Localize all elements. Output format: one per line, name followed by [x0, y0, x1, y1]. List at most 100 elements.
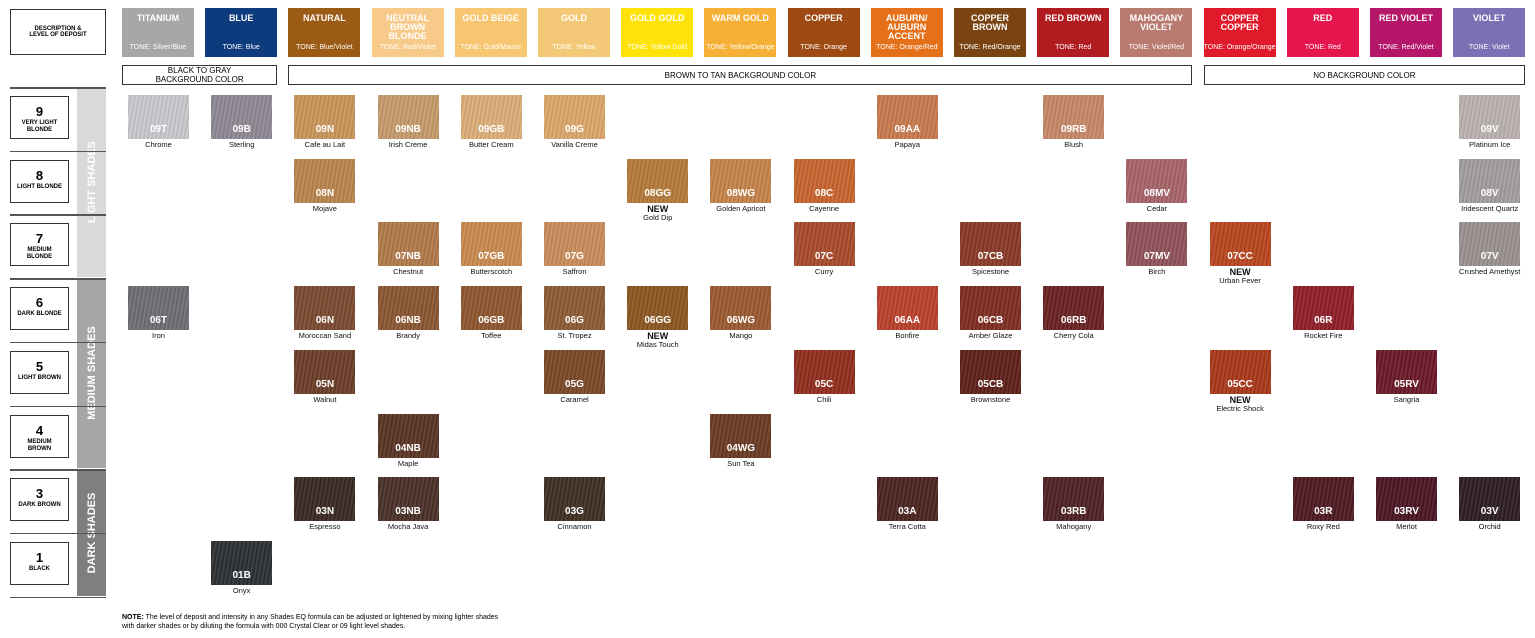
shade-name: Amber Glaze — [968, 331, 1013, 341]
swatch-name: Crushed Amethyst — [1448, 268, 1531, 276]
shade-name: Cedar — [1146, 203, 1168, 213]
shade-name: Espresso — [309, 522, 341, 532]
band-label: LIGHT SHADES — [85, 141, 98, 224]
color-swatch: 09B — [211, 95, 273, 139]
shade-name: Onyx — [232, 585, 251, 595]
tone-text: TONE: Red/Violet — [379, 44, 436, 51]
row-rule — [10, 87, 106, 89]
swatch-name: NEW Electric Shock — [1199, 395, 1282, 413]
swatch-code: 08N — [315, 187, 335, 199]
swatch-code: 03RV — [1394, 506, 1419, 518]
shade-name: Gold Dip — [643, 212, 673, 222]
color-swatch: 07NB — [377, 222, 439, 267]
tone-header: RED VIOLET TONE: Red/Violet — [1370, 8, 1442, 57]
tone-text: TONE: Red/Violet — [1378, 44, 1434, 51]
swatch-code: 06AA — [894, 315, 921, 327]
color-swatch: 05CB — [960, 349, 1021, 394]
shade-name: Butter Cream — [468, 140, 514, 149]
row-rule — [10, 214, 106, 216]
swatch-name: St. Tropez — [533, 332, 616, 340]
tone-name: AUBURN/ AUBURN ACCENT — [886, 13, 928, 41]
color-swatch: 03NB — [377, 477, 439, 522]
swatch-name: Chestnut — [367, 268, 450, 276]
color-swatch: 05CC — [1209, 349, 1271, 394]
swatch-code: 09N — [315, 124, 335, 135]
tone-header: GOLD GOLD TONE: Yellow Gold — [621, 8, 694, 57]
swatch-code: 07CB — [977, 251, 1004, 263]
row-rule — [10, 405, 106, 407]
shade-band: MEDIUM SHADES — [77, 278, 106, 469]
tone-header: NATURAL TONE: Blue/Violet — [288, 8, 361, 57]
swatch-code: 07G — [565, 251, 584, 263]
shade-name: Sterling — [228, 140, 255, 149]
swatch-name: Cinnamon — [533, 523, 616, 531]
tone-header: TITANIUM TONE: Silver/Blue — [122, 8, 194, 57]
swatch-name: Merlot — [1365, 523, 1448, 531]
background-group: NO BACKGROUND COLOR — [1203, 65, 1526, 85]
tone-header: AUBURN/ AUBURN ACCENT TONE: Orange/Red — [870, 8, 943, 57]
color-swatch: 09N — [294, 95, 356, 139]
level-label: DARK BLONDE — [17, 311, 62, 318]
tone-text: TONE: Orange/Orange — [1203, 44, 1276, 51]
swatch-code: 01B — [232, 569, 251, 581]
shade-name: Crushed Amethyst — [1459, 267, 1521, 277]
swatch-name: Bonfire — [866, 332, 949, 340]
swatch-code: 06GB — [478, 315, 505, 327]
shade-name: Mocha Java — [387, 522, 429, 532]
swatch-name: Mango — [699, 332, 782, 340]
shade-name: Curry — [814, 267, 834, 277]
swatch-name: Onyx — [200, 585, 283, 595]
shade-name: Butterscotch — [470, 267, 513, 277]
tone-name: COPPER BROWN — [970, 13, 1009, 32]
color-swatch: 06WG — [710, 286, 772, 331]
shade-name: Irish Creme — [388, 140, 428, 149]
swatch-code: 06T — [149, 315, 168, 327]
swatch-code: 06NB — [395, 315, 421, 327]
description-box: DESCRIPTION & LEVEL OF DEPOSIT — [10, 9, 106, 55]
shade-name: Brandy — [396, 331, 420, 341]
shade-name: Saffron — [562, 267, 587, 277]
tone-header: GOLD TONE: Yellow — [538, 8, 610, 57]
shade-name: Chestnut — [393, 267, 424, 277]
swatch-code: 09V — [1480, 124, 1499, 135]
color-swatch: 06GB — [460, 286, 522, 331]
swatch-code: 06RB — [1060, 315, 1087, 327]
tone-text: TONE: Yellow/Orange — [706, 44, 775, 51]
tone-text: TONE: Violet/Red — [1128, 44, 1185, 51]
tone-header: GOLD BEIGE TONE: Gold/Mauve — [454, 8, 527, 57]
shade-name: Birch — [1148, 267, 1166, 277]
tone-header: RED BROWN TONE: Red — [1037, 8, 1110, 57]
color-swatch: 03RV — [1376, 477, 1437, 522]
swatch-code: 03G — [565, 506, 584, 518]
shade-name: Brownstone — [970, 394, 1011, 404]
color-swatch: 08C — [793, 158, 855, 203]
swatch-name: Sangria — [1365, 395, 1448, 404]
level-number: 3 — [35, 486, 44, 502]
level-number: 8 — [35, 167, 44, 183]
swatch-name: Chrome — [117, 141, 200, 149]
swatch-code: 03V — [1480, 506, 1499, 518]
color-swatch: 04NB — [377, 413, 439, 458]
swatch-name: Platinum Ice — [1448, 141, 1531, 149]
swatch-name: Orchid — [1448, 523, 1531, 531]
color-swatch: 08V — [1459, 158, 1521, 203]
tone-text: TONE: Red/Orange — [959, 44, 1021, 51]
swatch-name: Brandy — [367, 332, 450, 340]
level-box: 7 MEDIUM BLONDE — [10, 223, 69, 267]
swatch-name: Caramel — [533, 395, 616, 404]
color-swatch: 06NB — [377, 286, 439, 331]
color-swatch: 08MV — [1126, 158, 1188, 203]
swatch-name: Moroccan Sand — [283, 332, 366, 340]
shade-name: Merlot — [1396, 522, 1417, 532]
swatch-code: 06N — [315, 315, 335, 327]
row-rule — [10, 341, 106, 344]
level-label: LIGHT BLONDE — [17, 183, 62, 190]
color-swatch: 07G — [544, 222, 605, 267]
swatch-name: Brownstone — [949, 394, 1032, 404]
swatch-name: Walnut — [283, 395, 366, 404]
tone-header: COPPER BROWN TONE: Red/Orange — [954, 8, 1026, 57]
row-rule — [10, 278, 106, 280]
swatch-code: 07C — [814, 251, 834, 263]
tone-text: TONE: Orange — [800, 44, 847, 51]
shade-name: Bonfire — [895, 331, 920, 341]
